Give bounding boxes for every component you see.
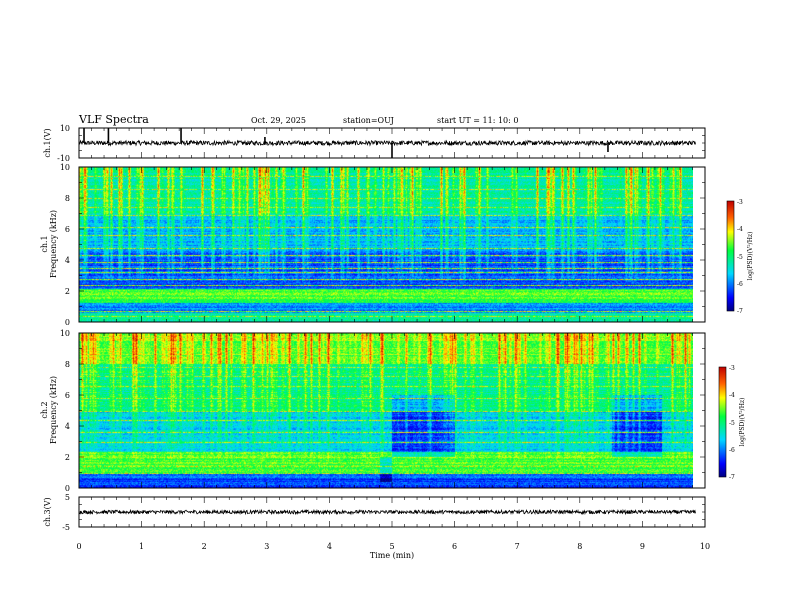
ch2-colorbar-tick-m7: -7 — [729, 474, 735, 481]
ch1-waveform-trace — [79, 139, 696, 147]
ch2-spectrogram — [79, 333, 693, 488]
ch3-waveform-ytick-bottom: -5 — [62, 523, 70, 532]
ch1-colorbar-label: log(PSD)(V²/Hz) — [747, 232, 754, 281]
ch1-colorbar-tick-m6: -6 — [737, 281, 743, 288]
x-tick-label: 7 — [515, 542, 520, 551]
x-tick-label: 8 — [577, 542, 582, 551]
header-date: Oct. 29, 2025 — [251, 116, 306, 125]
ch2-colorbar-tick-m3: -3 — [729, 365, 735, 372]
ch1-waveform-ytick-bottom: -10 — [57, 154, 70, 163]
ch1-waveform-ylabel: ch.1(V) — [43, 128, 52, 157]
ch1-waveform-ticks — [78, 128, 706, 158]
ch1-spectrum-panel: 0 2 4 6 8 10 ch.1 Frequency (kHz) -3 -4 … — [40, 163, 754, 327]
x-tick-label: 5 — [389, 542, 394, 551]
x-tick-label: 10 — [700, 542, 710, 551]
ch1-spectrum-ytick-8: 8 — [65, 194, 70, 203]
ch2-colorbar-tick-m6: -6 — [729, 447, 735, 454]
ch1-colorbar-tick-m5: -5 — [737, 254, 743, 261]
ch1-spectrum-ytick-0: 0 — [65, 318, 70, 327]
ch2-spectrum-ytick-0: 0 — [65, 484, 70, 493]
ch2-spectrum-ytick-10: 10 — [60, 329, 70, 338]
ch2-colorbar-tick-m4: -4 — [729, 392, 735, 399]
ch1-spectrum-ylabel: Frequency (kHz) — [49, 210, 58, 278]
ch2-colorbar — [718, 366, 727, 478]
ch3-waveform-panel: 5 -5 ch.3(V) — [43, 493, 706, 532]
x-tick-label: 6 — [452, 542, 457, 551]
ch1-waveform-ytick-top: 10 — [60, 124, 70, 133]
ch1-colorbar — [726, 200, 735, 312]
ch2-spectrum-ticks — [78, 333, 706, 488]
ch2-spectrum-ytick-4: 4 — [65, 422, 70, 431]
x-tick-label: 1 — [139, 542, 144, 551]
x-axis-label: Time (min) — [370, 551, 414, 560]
ch1-colorbar-tick-m3: -3 — [737, 199, 743, 206]
ch3-waveform-ytick-top: 5 — [65, 493, 70, 502]
ch1-spectrum-ytick-2: 2 — [65, 287, 70, 296]
ch1-spectrum-ytick-10: 10 — [60, 163, 70, 172]
header-start-time: start UT = 11: 10: 0 — [437, 116, 518, 125]
ch1-spectrum-ticks — [78, 167, 706, 322]
ch3-waveform-ticks — [78, 497, 706, 527]
x-tick-label: 3 — [264, 542, 269, 551]
ch1-spectrum-ytick-6: 6 — [65, 225, 70, 234]
ch1-waveform-panel: 10 -10 ch.1(V) — [43, 124, 706, 163]
figure-title: VLF Spectra — [78, 113, 149, 126]
x-tick-label: 0 — [76, 542, 81, 551]
ch2-spectrum-ylabel: Frequency (kHz) — [49, 376, 58, 444]
ch2-spectrum-channel-label: ch.2 — [40, 401, 49, 418]
x-tick-label: 2 — [202, 542, 207, 551]
ch1-colorbar-tick-m4: -4 — [737, 226, 743, 233]
ch1-spectrum-ytick-4: 4 — [65, 256, 70, 265]
x-tick-label: 4 — [327, 542, 332, 551]
ch1-spectrogram — [79, 167, 693, 322]
ch3-waveform-ylabel: ch.3(V) — [43, 497, 52, 526]
header-station: station=OUJ — [343, 116, 394, 125]
ch2-colorbar-tick-m5: -5 — [729, 420, 735, 427]
x-tick-label: 9 — [640, 542, 645, 551]
ch1-spectrum-channel-label: ch.1 — [40, 235, 49, 252]
ch3-waveform-trace — [79, 508, 696, 516]
ch1-colorbar-tick-m7: -7 — [737, 308, 743, 315]
x-axis-tick-labels: 0 1 2 3 4 5 6 7 8 9 10 — [76, 542, 710, 551]
ch2-spectrum-ytick-8: 8 — [65, 360, 70, 369]
ch2-spectrum-ytick-6: 6 — [65, 391, 70, 400]
ch2-colorbar-label: log(PSD)(V²/Hz) — [739, 398, 746, 447]
ch2-spectrum-panel: 0 2 4 6 8 10 ch.2 Frequency (kHz) -3 -4 … — [40, 329, 746, 493]
ch2-spectrum-ytick-2: 2 — [65, 453, 70, 462]
ch1-waveform-spikes — [83, 128, 609, 158]
